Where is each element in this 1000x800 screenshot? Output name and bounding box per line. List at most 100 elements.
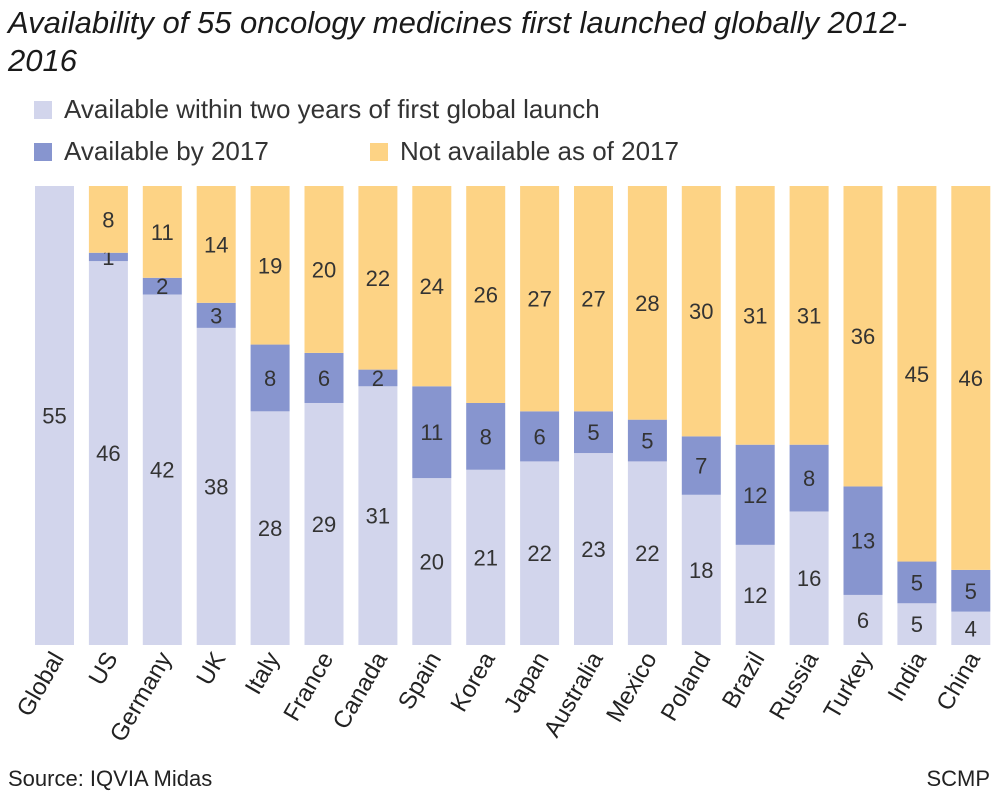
bar-italy-series-2: [250, 186, 290, 345]
category-label-russia: Russia: [764, 647, 824, 725]
data-label-mexico-series-1: 5: [641, 429, 653, 454]
data-label-italy-series-2: 19: [258, 253, 282, 278]
bar-canada-series-1: [358, 369, 398, 387]
bar-us-series-1: [88, 252, 128, 262]
bar-poland-series-2: [681, 186, 721, 437]
bar-china-series-0: [951, 611, 991, 645]
legend-item-within-two-years: Available within two years of first glob…: [34, 94, 600, 125]
bar-korea-series-0: [466, 469, 506, 645]
category-label-france: France: [278, 648, 339, 726]
data-label-japan-series-0: 22: [527, 541, 551, 566]
category-label-india: India: [883, 647, 933, 706]
data-label-canada-series-2: 22: [366, 266, 390, 291]
data-label-turkey-series-1: 13: [851, 529, 875, 554]
data-label-uk-series-1: 3: [210, 303, 222, 328]
bar-korea-series-1: [466, 402, 506, 470]
bar-canada-series-2: [358, 186, 398, 370]
data-label-us-series-0: 46: [96, 441, 120, 466]
legend-label-by-2017: Available by 2017: [64, 136, 269, 166]
data-label-germany-series-2: 11: [151, 220, 174, 245]
data-label-canada-series-0: 31: [366, 504, 390, 529]
bar-france-series-2: [304, 186, 344, 353]
bar-korea-series-2: [466, 186, 506, 403]
legend-label-within-two-years: Available within two years of first glob…: [64, 94, 600, 124]
bar-japan-series-0: [520, 461, 560, 645]
bar-us-series-2: [88, 186, 128, 253]
data-label-uk-series-2: 14: [204, 232, 228, 257]
bar-china-series-1: [951, 569, 991, 612]
category-label-global: Global: [12, 648, 70, 722]
bar-france-series-1: [304, 352, 344, 403]
data-label-turkey-series-0: 6: [857, 608, 869, 633]
legend-label-not-available: Not available as of 2017: [400, 136, 679, 166]
bar-japan-series-2: [520, 186, 560, 412]
data-label-india-series-1: 5: [911, 570, 923, 595]
data-label-korea-series-0: 21: [473, 545, 497, 570]
bar-brazil-series-2: [735, 186, 775, 445]
data-label-korea-series-1: 8: [480, 424, 492, 449]
category-label-mexico: Mexico: [601, 648, 662, 727]
bar-canada-series-0: [358, 386, 398, 645]
bar-japan-series-1: [520, 411, 560, 462]
bar-australia-series-0: [574, 453, 613, 645]
data-label-poland-series-0: 18: [689, 558, 713, 583]
data-label-uk-series-0: 38: [204, 474, 228, 499]
data-label-russia-series-0: 16: [797, 566, 821, 591]
data-label-germany-series-0: 42: [150, 458, 174, 483]
data-label-russia-series-1: 8: [803, 466, 815, 491]
bar-italy-series-1: [250, 344, 290, 412]
data-label-australia-series-1: 5: [587, 420, 599, 445]
category-label-poland: Poland: [656, 648, 717, 726]
category-label-korea: Korea: [445, 647, 501, 717]
data-label-china-series-1: 5: [965, 579, 977, 604]
data-label-australia-series-2: 27: [581, 287, 605, 312]
bar-russia-series-2: [789, 186, 829, 445]
bar-india-series-2: [897, 186, 937, 562]
bar-turkey-series-1: [843, 486, 883, 595]
category-label-us: US: [84, 648, 124, 690]
category-label-turkey: Turkey: [819, 648, 879, 724]
bar-italy-series-0: [250, 411, 290, 645]
bar-poland-series-1: [681, 436, 721, 495]
category-label-brazil: Brazil: [717, 648, 770, 713]
data-label-spain-series-1: 11: [420, 420, 443, 445]
data-label-france-series-0: 29: [312, 512, 336, 537]
data-label-mexico-series-0: 22: [635, 541, 659, 566]
bar-uk-series-2: [196, 186, 236, 303]
legend-item-not-available: Not available as of 2017: [370, 136, 679, 167]
data-label-india-series-2: 45: [905, 362, 929, 387]
bar-brazil-series-0: [735, 544, 775, 645]
bar-russia-series-0: [789, 511, 829, 645]
legend-swatch-within-two-years: [34, 100, 52, 119]
credit-note: SCMP: [926, 766, 990, 791]
data-label-spain-series-0: 20: [420, 550, 444, 575]
bar-china-series-2: [951, 186, 991, 570]
data-label-italy-series-1: 8: [264, 366, 276, 391]
bar-india-series-0: [897, 603, 937, 645]
bar-uk-series-1: [196, 302, 236, 328]
category-label-china: China: [931, 647, 986, 715]
category-label-canada: Canada: [328, 647, 394, 734]
data-label-brazil-series-0: 12: [743, 583, 767, 608]
data-label-turkey-series-2: 36: [851, 324, 875, 349]
data-label-us-series-2: 8: [102, 207, 114, 232]
bar-germany-series-0: [142, 294, 182, 645]
category-label-spain: Spain: [393, 648, 447, 715]
chart-title: Availability of 55 oncology medicines fi…: [8, 5, 907, 78]
source-note: Source: IQVIA Midas: [8, 766, 213, 791]
category-label-uk: UK: [191, 648, 231, 690]
data-label-brazil-series-2: 31: [743, 303, 767, 328]
legend-item-by-2017: Available by 2017: [34, 136, 269, 167]
bar-spain-series-2: [412, 186, 452, 387]
data-label-japan-series-1: 6: [533, 424, 545, 449]
data-label-mexico-series-2: 28: [635, 291, 659, 316]
bar-india-series-1: [897, 561, 937, 604]
data-label-poland-series-2: 30: [689, 299, 713, 324]
data-label-italy-series-0: 28: [258, 516, 282, 541]
bar-turkey-series-2: [843, 186, 883, 487]
data-label-germany-series-1: 2: [156, 274, 168, 299]
data-label-australia-series-0: 23: [581, 537, 605, 562]
legend-swatch-not-available: [370, 142, 388, 161]
bar-spain-series-0: [412, 478, 452, 645]
